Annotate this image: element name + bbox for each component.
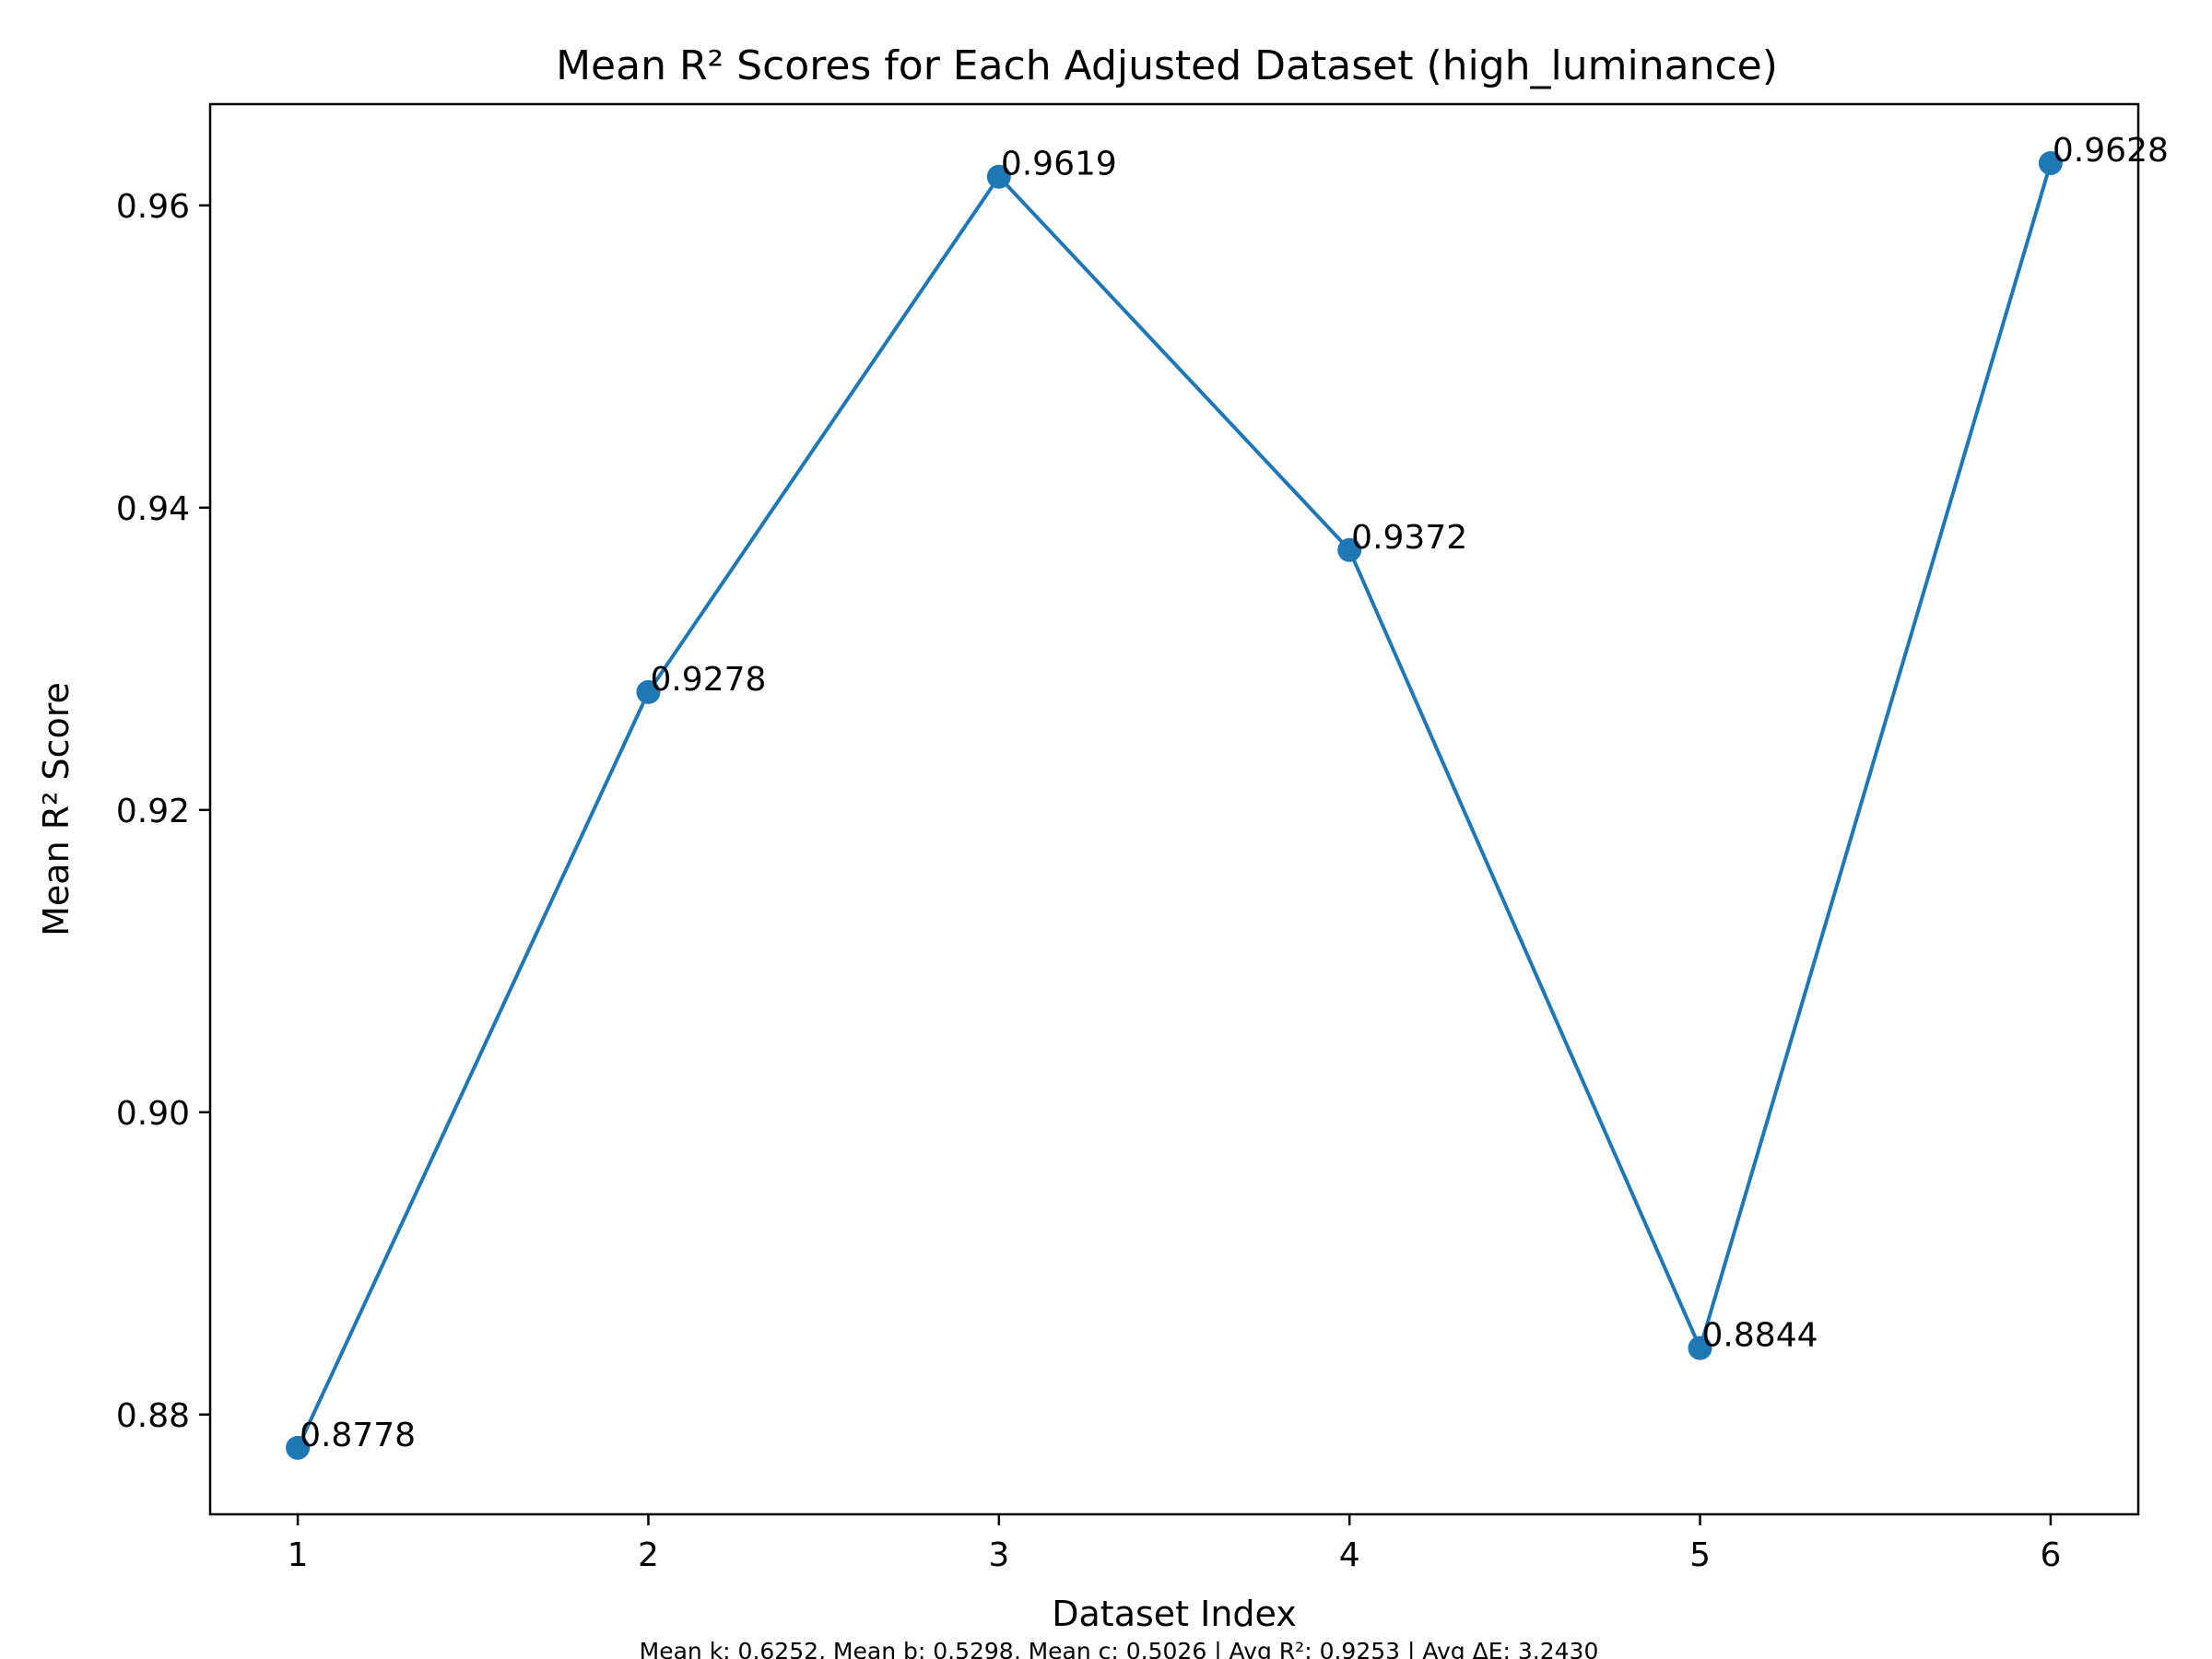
y-tick-label: 0.90 xyxy=(116,1095,190,1133)
data-point xyxy=(1688,1335,1712,1360)
data-label: 0.9628 xyxy=(2053,132,2169,170)
data-point xyxy=(286,1435,311,1460)
series-line xyxy=(296,162,2053,1449)
x-axis-label: Dataset Index xyxy=(1052,1594,1297,1634)
data-labels: 0.8778 0.9278 0.9619 0.9372 0.8844 0.9628 xyxy=(300,132,2169,1454)
data-label: 0.8844 xyxy=(1702,1317,1818,1355)
y-tick-label: 0.96 xyxy=(116,188,190,226)
y-tick-label: 0.94 xyxy=(116,490,190,528)
x-tick-label: 4 xyxy=(1339,1536,1360,1574)
y-axis-label: Mean R² Score xyxy=(36,682,76,936)
data-point xyxy=(636,679,661,704)
x-axis-ticks: 1 2 3 4 5 6 xyxy=(288,1514,2061,1574)
chart-title: Mean R² Scores for Each Adjusted Dataset… xyxy=(556,42,1778,89)
data-label: 0.9619 xyxy=(1001,146,1117,183)
data-label: 0.8778 xyxy=(300,1417,416,1454)
data-point xyxy=(1337,537,1362,562)
x-tick-label: 2 xyxy=(638,1536,659,1574)
plot-area: 1 2 3 4 5 6 0.88 0.90 0.92 0.94 0.96 0.8778 0.9278… xyxy=(116,102,2169,1574)
x-tick-label: 5 xyxy=(1689,1536,1711,1574)
x-tick-label: 1 xyxy=(288,1536,309,1574)
data-point xyxy=(986,164,1011,189)
y-tick-label: 0.88 xyxy=(116,1397,190,1435)
data-label: 0.9372 xyxy=(1351,519,1467,557)
data-point xyxy=(2038,150,2063,175)
chart-footnote: Mean k: 0.6252, Mean b: 0.5298, Mean c: … xyxy=(640,1638,1599,1659)
x-tick-label: 6 xyxy=(2040,1536,2061,1574)
series-layer xyxy=(286,150,2063,1460)
y-tick-label: 0.92 xyxy=(116,793,190,830)
plot-frame xyxy=(208,102,2140,1516)
y-axis-ticks: 0.88 0.90 0.92 0.94 0.96 xyxy=(116,188,210,1435)
data-label: 0.9278 xyxy=(650,661,766,699)
x-tick-label: 3 xyxy=(988,1536,1009,1574)
